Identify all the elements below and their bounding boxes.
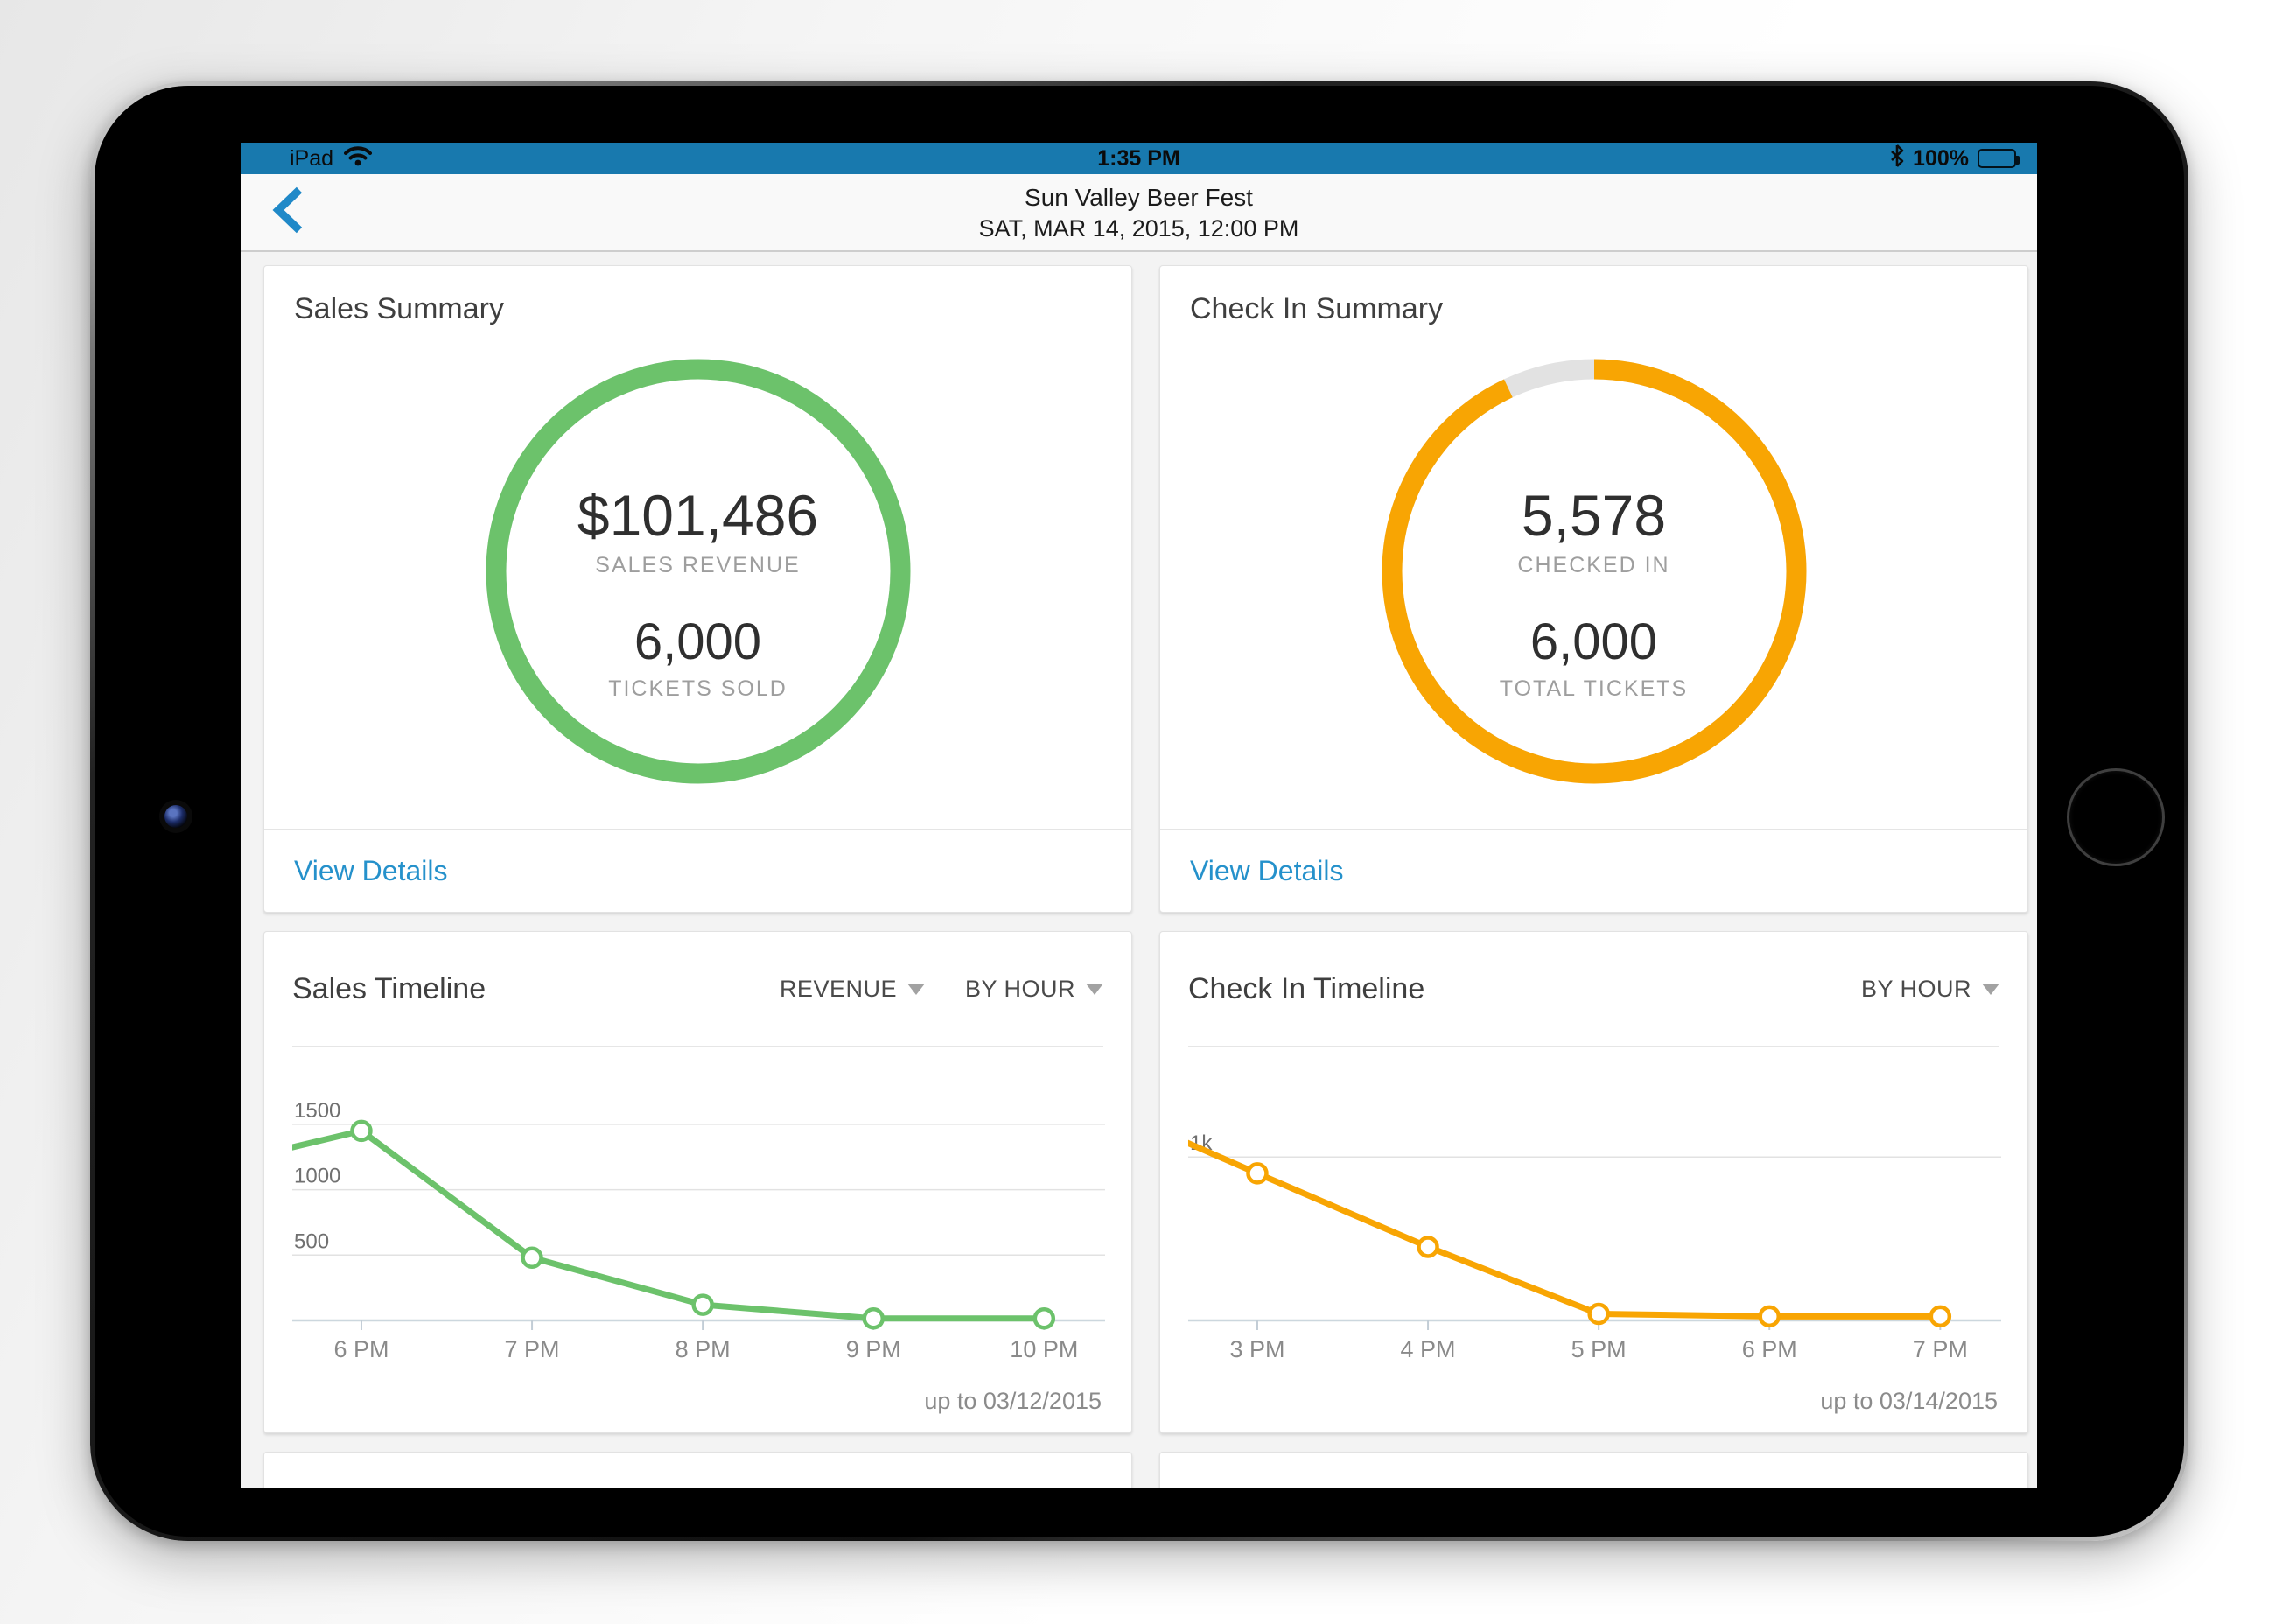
svg-text:10 PM: 10 PM [1010,1336,1078,1362]
svg-text:1500: 1500 [294,1099,340,1123]
wifi-icon [344,145,373,172]
ipad-device: iPad 1:35 PM [90,81,2188,1541]
svg-text:8 PM: 8 PM [676,1336,731,1362]
home-button[interactable] [2067,768,2165,866]
carrier-label: iPad [290,145,334,171]
sales-timeline-card: Sales Timeline REVENUE BY HOUR [263,931,1132,1433]
checkin-line-chart: 1k 3 PM 4 PM 5 PM 6 PM 7 PM [1160,1063,2001,1369]
sales-summary-card: Sales Summary $101,486 SALES REVENUE 6,0… [263,265,1132,913]
checkin-view-details-link[interactable]: View Details [1190,854,1344,886]
metric-dropdown[interactable]: REVENUE [780,976,925,1003]
total-tickets-label: TOTAL TICKETS [1499,676,1689,701]
svg-text:6 PM: 6 PM [333,1336,388,1362]
checkin-timeline-title: Check In Timeline [1188,971,1425,1005]
svg-text:4 PM: 4 PM [1401,1336,1456,1362]
battery-percent: 100% [1913,145,1969,171]
nav-bar: Sun Valley Beer Fest SAT, MAR 14, 2015, … [241,174,2037,252]
checkin-timeline-card: Check In Timeline BY HOUR 1k 3 PM 4 PM 5 PM… [1159,931,2028,1433]
interval-dropdown-label: BY HOUR [964,975,1075,1002]
clock: 1:35 PM [1097,145,1180,171]
sales-timeline-footnote: up to 03/12/2015 [924,1388,1102,1414]
nav-title-block: Sun Valley Beer Fest SAT, MAR 14, 2015, … [979,182,1299,243]
chevron-down-icon [1086,983,1103,995]
checkin-timeline-footnote: up to 03/14/2015 [1820,1388,1998,1414]
next-card-left [263,1452,1132,1488]
chevron-down-icon [906,983,925,995]
svg-text:7 PM: 7 PM [1913,1336,1968,1362]
dashboard-content: Sales Summary $101,486 SALES REVENUE 6,0… [241,252,2037,1488]
sales-line-chart: 500 1000 1500 6 PM 7 PM 8 PM 9 PM 10 PM [264,1063,1105,1369]
status-bar: iPad 1:35 PM [241,143,2037,174]
svg-text:500: 500 [294,1229,329,1253]
sales-timeline-title: Sales Timeline [292,971,486,1005]
svg-text:6 PM: 6 PM [1742,1336,1797,1362]
bluetooth-icon [1890,144,1904,173]
sales-revenue-value: $101,486 [577,483,819,548]
chevron-left-icon [272,186,304,238]
interval-dropdown[interactable]: BY HOUR [1861,976,1999,1003]
sales-view-details-link[interactable]: View Details [294,854,448,886]
metric-dropdown-label: REVENUE [779,975,897,1002]
svg-text:9 PM: 9 PM [846,1336,901,1362]
svg-text:1000: 1000 [294,1165,340,1188]
ipad-bezel: iPad 1:35 PM [94,86,2184,1536]
interval-dropdown-label: BY HOUR [1860,975,1971,1002]
battery-icon [1978,149,2020,168]
checkin-donut-chart: 5,578 CHECKED IN 6,000 TOTAL TICKETS [1376,353,1813,790]
tickets-sold-label: TICKETS SOLD [608,676,788,701]
total-tickets-value: 6,000 [1530,613,1658,670]
screen: iPad 1:35 PM [241,143,2037,1488]
chevron-down-icon [1982,983,1999,995]
svg-text:7 PM: 7 PM [505,1336,560,1362]
checkin-summary-title: Check In Summary [1190,292,1444,326]
sales-summary-title: Sales Summary [294,292,504,326]
event-title: Sun Valley Beer Fest [1025,183,1253,211]
sales-donut-chart: $101,486 SALES REVENUE 6,000 TICKETS SOL… [480,353,917,790]
interval-dropdown[interactable]: BY HOUR [965,976,1103,1003]
checked-in-value: 5,578 [1521,483,1667,548]
svg-text:3 PM: 3 PM [1229,1336,1284,1362]
checked-in-label: CHECKED IN [1517,553,1670,578]
sales-revenue-label: SALES REVENUE [595,553,801,578]
tickets-sold-value: 6,000 [634,613,762,670]
next-card-right [1159,1452,2028,1488]
event-datetime: SAT, MAR 14, 2015, 12:00 PM [978,214,1299,242]
checkin-summary-card: Check In Summary 5,578 CHECKED IN 6,000 … [1159,265,2028,913]
back-button[interactable] [263,181,312,242]
front-camera [164,805,187,828]
svg-text:5 PM: 5 PM [1572,1336,1627,1362]
